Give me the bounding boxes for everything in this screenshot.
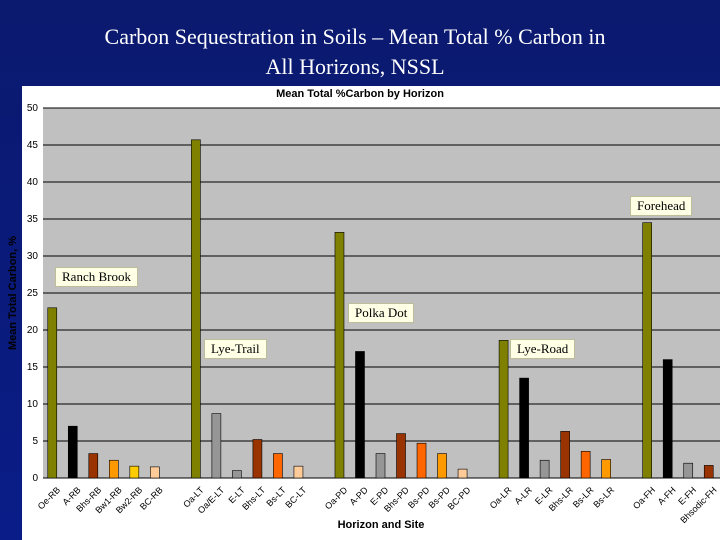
y-tick-label: 25 <box>27 288 39 299</box>
bar-a-pd <box>355 351 365 479</box>
bar-bc-rb <box>150 466 160 479</box>
y-tick-label: 45 <box>27 140 39 151</box>
bar-oa-lt <box>191 139 201 479</box>
bar-bhs-lr <box>560 431 570 479</box>
bar-a-fh <box>662 359 673 479</box>
x-axis-label: Horizon and Site <box>338 519 425 531</box>
bar-bc-pd <box>457 468 468 479</box>
bar-e-lt <box>232 470 242 479</box>
bar-bhs-rb <box>88 453 99 479</box>
bar-bs-lt <box>273 453 283 479</box>
slide-title-line-2: All Horizons, NSSL <box>265 54 445 79</box>
bar-a-rb <box>67 425 78 479</box>
site-label-polka-dot: Polka Dot <box>348 303 415 323</box>
bar-bw1-rb <box>109 459 119 479</box>
bar-oa-e-lt <box>211 413 222 479</box>
bar-bhs-lt <box>252 439 263 479</box>
slide-title: Carbon Sequestration in Soils – Mean Tot… <box>0 22 710 82</box>
y-tick-labels: 0 5 10 15 20 25 30 35 40 45 50 <box>27 103 39 484</box>
y-tick-label: 15 <box>27 362 39 373</box>
y-tick-label: 5 <box>32 436 38 447</box>
y-tick-label: 30 <box>27 251 39 262</box>
y-tick-label: 20 <box>27 325 39 336</box>
bar-oa-fh <box>642 222 652 479</box>
slide-title-line-1: Carbon Sequestration in Soils – Mean Tot… <box>104 24 606 49</box>
bar-bhs-pd <box>396 433 406 479</box>
bar-bs-pd <box>437 453 447 479</box>
bar-bhsodic-fh <box>703 465 714 479</box>
y-axis-label: Mean Total Carbon, % <box>7 236 19 350</box>
bar-bc-lt <box>293 465 304 479</box>
y-tick-label: 10 <box>27 399 39 410</box>
site-label-ranch-brook: Ranch Brook <box>55 267 138 287</box>
y-tick-label: 0 <box>32 473 38 484</box>
y-tick-label: 50 <box>27 103 39 114</box>
bar-oa-pd <box>334 232 345 479</box>
chart-title: Mean Total %Carbon by Horizon <box>276 88 444 100</box>
bar-a-lr <box>519 377 529 479</box>
bar-bs-pd <box>416 442 427 479</box>
bar-oe-rb <box>47 307 58 479</box>
bar-e-pd <box>375 453 386 479</box>
bar-oa-lr <box>498 340 509 479</box>
y-tick-label: 35 <box>27 214 39 225</box>
site-label-lye-trail: Lye-Trail <box>204 339 267 359</box>
bar-bs-lr <box>580 451 591 479</box>
bar-bw2-rb <box>129 465 140 479</box>
y-tick-label: 40 <box>27 177 39 188</box>
bar-e-fh <box>683 462 694 479</box>
bars <box>47 139 714 479</box>
site-label-lye-road: Lye-Road <box>510 339 576 359</box>
bar-bs-lr <box>601 459 611 479</box>
site-label-forehead: Forehead <box>630 196 693 216</box>
bar-e-lr <box>539 459 550 479</box>
